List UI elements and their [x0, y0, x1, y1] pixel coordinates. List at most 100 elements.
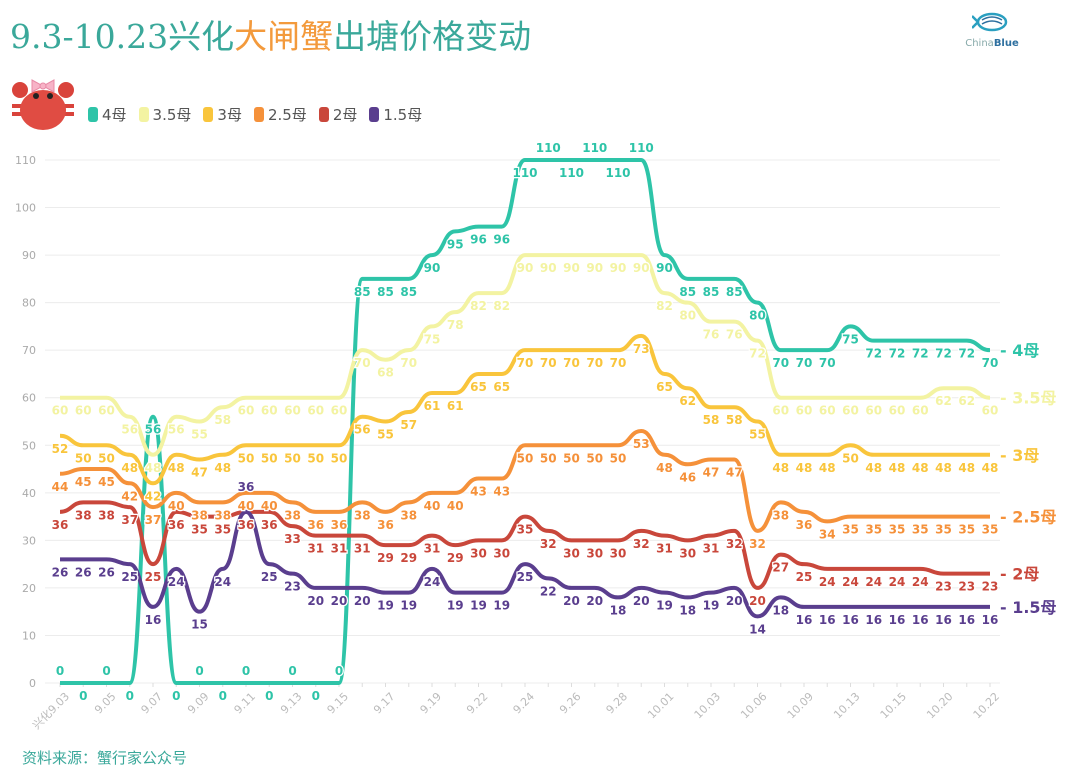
- data-label: 38: [354, 508, 371, 522]
- x-tick-label: 9.17: [371, 690, 398, 717]
- data-label: 31: [307, 542, 324, 556]
- series-line-2.5母: [59, 429, 990, 533]
- data-label: 38: [772, 508, 789, 522]
- data-label: 19: [656, 599, 673, 613]
- x-tick-label: 10.06: [738, 690, 769, 721]
- data-label: 45: [75, 475, 92, 489]
- y-tick-label: 110: [15, 154, 36, 167]
- data-label: 48: [121, 461, 138, 475]
- data-label: 48: [865, 461, 882, 475]
- data-label: 42: [145, 489, 162, 503]
- logo-text-light: China: [965, 38, 994, 49]
- data-label: 38: [98, 508, 115, 522]
- data-label: 85: [703, 285, 720, 299]
- data-label: 16: [935, 613, 952, 627]
- data-label: 90: [586, 261, 603, 275]
- data-label: 16: [982, 613, 999, 627]
- data-label: 60: [75, 404, 92, 418]
- x-tick-label: 9.22: [464, 690, 491, 717]
- data-label: 110: [536, 141, 561, 155]
- legend-item[interactable]: 2母: [318, 104, 357, 125]
- x-tick-label: 9.05: [92, 690, 119, 717]
- data-label: 36: [168, 518, 185, 532]
- data-label: 48: [958, 461, 975, 475]
- data-label: 70: [563, 356, 580, 370]
- data-label: 70: [610, 356, 627, 370]
- data-label: 35: [935, 523, 952, 537]
- data-label: 37: [145, 513, 162, 527]
- data-label: 58: [726, 413, 743, 427]
- data-label: 36: [238, 518, 255, 532]
- data-label: 16: [889, 613, 906, 627]
- data-label: 23: [958, 580, 975, 594]
- legend-item[interactable]: 1.5母: [369, 104, 422, 125]
- data-label: 24: [889, 575, 906, 589]
- data-label: 80: [679, 309, 696, 323]
- data-label: 48: [982, 461, 999, 475]
- data-label: 90: [656, 261, 673, 275]
- series-end-label: - 1.5母: [1000, 598, 1057, 617]
- data-label: 48: [935, 461, 952, 475]
- data-label: 35: [958, 523, 975, 537]
- data-label: 48: [796, 461, 813, 475]
- data-label: 0: [335, 664, 343, 678]
- data-label: 19: [470, 599, 487, 613]
- data-label: 33: [284, 532, 301, 546]
- data-label: 70: [772, 356, 789, 370]
- series-end-label: - 2母: [1000, 565, 1039, 584]
- data-label: 60: [52, 404, 69, 418]
- series-end-label: - 3.5母: [1000, 389, 1057, 408]
- title-part1: 9.3-10.23兴化: [10, 17, 235, 56]
- data-label: 52: [52, 442, 69, 456]
- data-label: 82: [656, 299, 673, 313]
- data-label: 50: [261, 451, 278, 465]
- x-tick-label: 9.28: [604, 690, 631, 717]
- data-label: 19: [703, 599, 720, 613]
- data-label: 23: [284, 580, 301, 594]
- x-tick-label: 10.22: [971, 690, 1002, 721]
- data-label: 90: [610, 261, 627, 275]
- data-label: 60: [842, 404, 859, 418]
- data-label: 40: [424, 499, 441, 513]
- data-label: 47: [726, 466, 743, 480]
- data-label: 60: [331, 404, 348, 418]
- data-label: 48: [889, 461, 906, 475]
- data-label: 58: [214, 413, 231, 427]
- data-label: 20: [307, 594, 324, 608]
- data-label: 24: [424, 575, 441, 589]
- data-label: 60: [819, 404, 836, 418]
- data-label: 29: [400, 551, 417, 565]
- data-label: 90: [540, 261, 557, 275]
- data-label: 16: [145, 613, 162, 627]
- y-tick-label: 80: [22, 297, 36, 310]
- legend-item[interactable]: 2.5母: [253, 104, 307, 125]
- data-label: 35: [214, 523, 231, 537]
- x-tick-label: 9.15: [325, 690, 352, 717]
- data-label: 29: [447, 551, 464, 565]
- data-label: 48: [168, 461, 185, 475]
- data-label: 31: [424, 542, 441, 556]
- y-tick-label: 70: [22, 344, 36, 357]
- data-label: 90: [563, 261, 580, 275]
- data-label: 26: [52, 565, 69, 579]
- legend-item[interactable]: 3.5母: [138, 104, 191, 125]
- data-label: 48: [819, 461, 836, 475]
- data-label: 75: [842, 332, 859, 346]
- x-tick-label: 9.11: [232, 690, 259, 717]
- logo-text: ChinaBlue: [962, 38, 1022, 49]
- legend-item[interactable]: 3母: [203, 104, 242, 125]
- data-label: 30: [493, 546, 510, 560]
- data-label: 47: [703, 466, 720, 480]
- x-tick-label: 9.19: [418, 690, 445, 717]
- data-label: 50: [307, 451, 324, 465]
- data-label: 40: [261, 499, 278, 513]
- legend-item[interactable]: 4母: [88, 104, 127, 125]
- legend-label: 2.5母: [267, 106, 307, 124]
- data-label: 30: [470, 546, 487, 560]
- logo-text-bold: Blue: [993, 38, 1019, 49]
- data-label: 50: [331, 451, 348, 465]
- data-label: 60: [796, 404, 813, 418]
- data-label: 0: [102, 664, 110, 678]
- data-label: 70: [400, 356, 417, 370]
- data-label: 25: [121, 570, 138, 584]
